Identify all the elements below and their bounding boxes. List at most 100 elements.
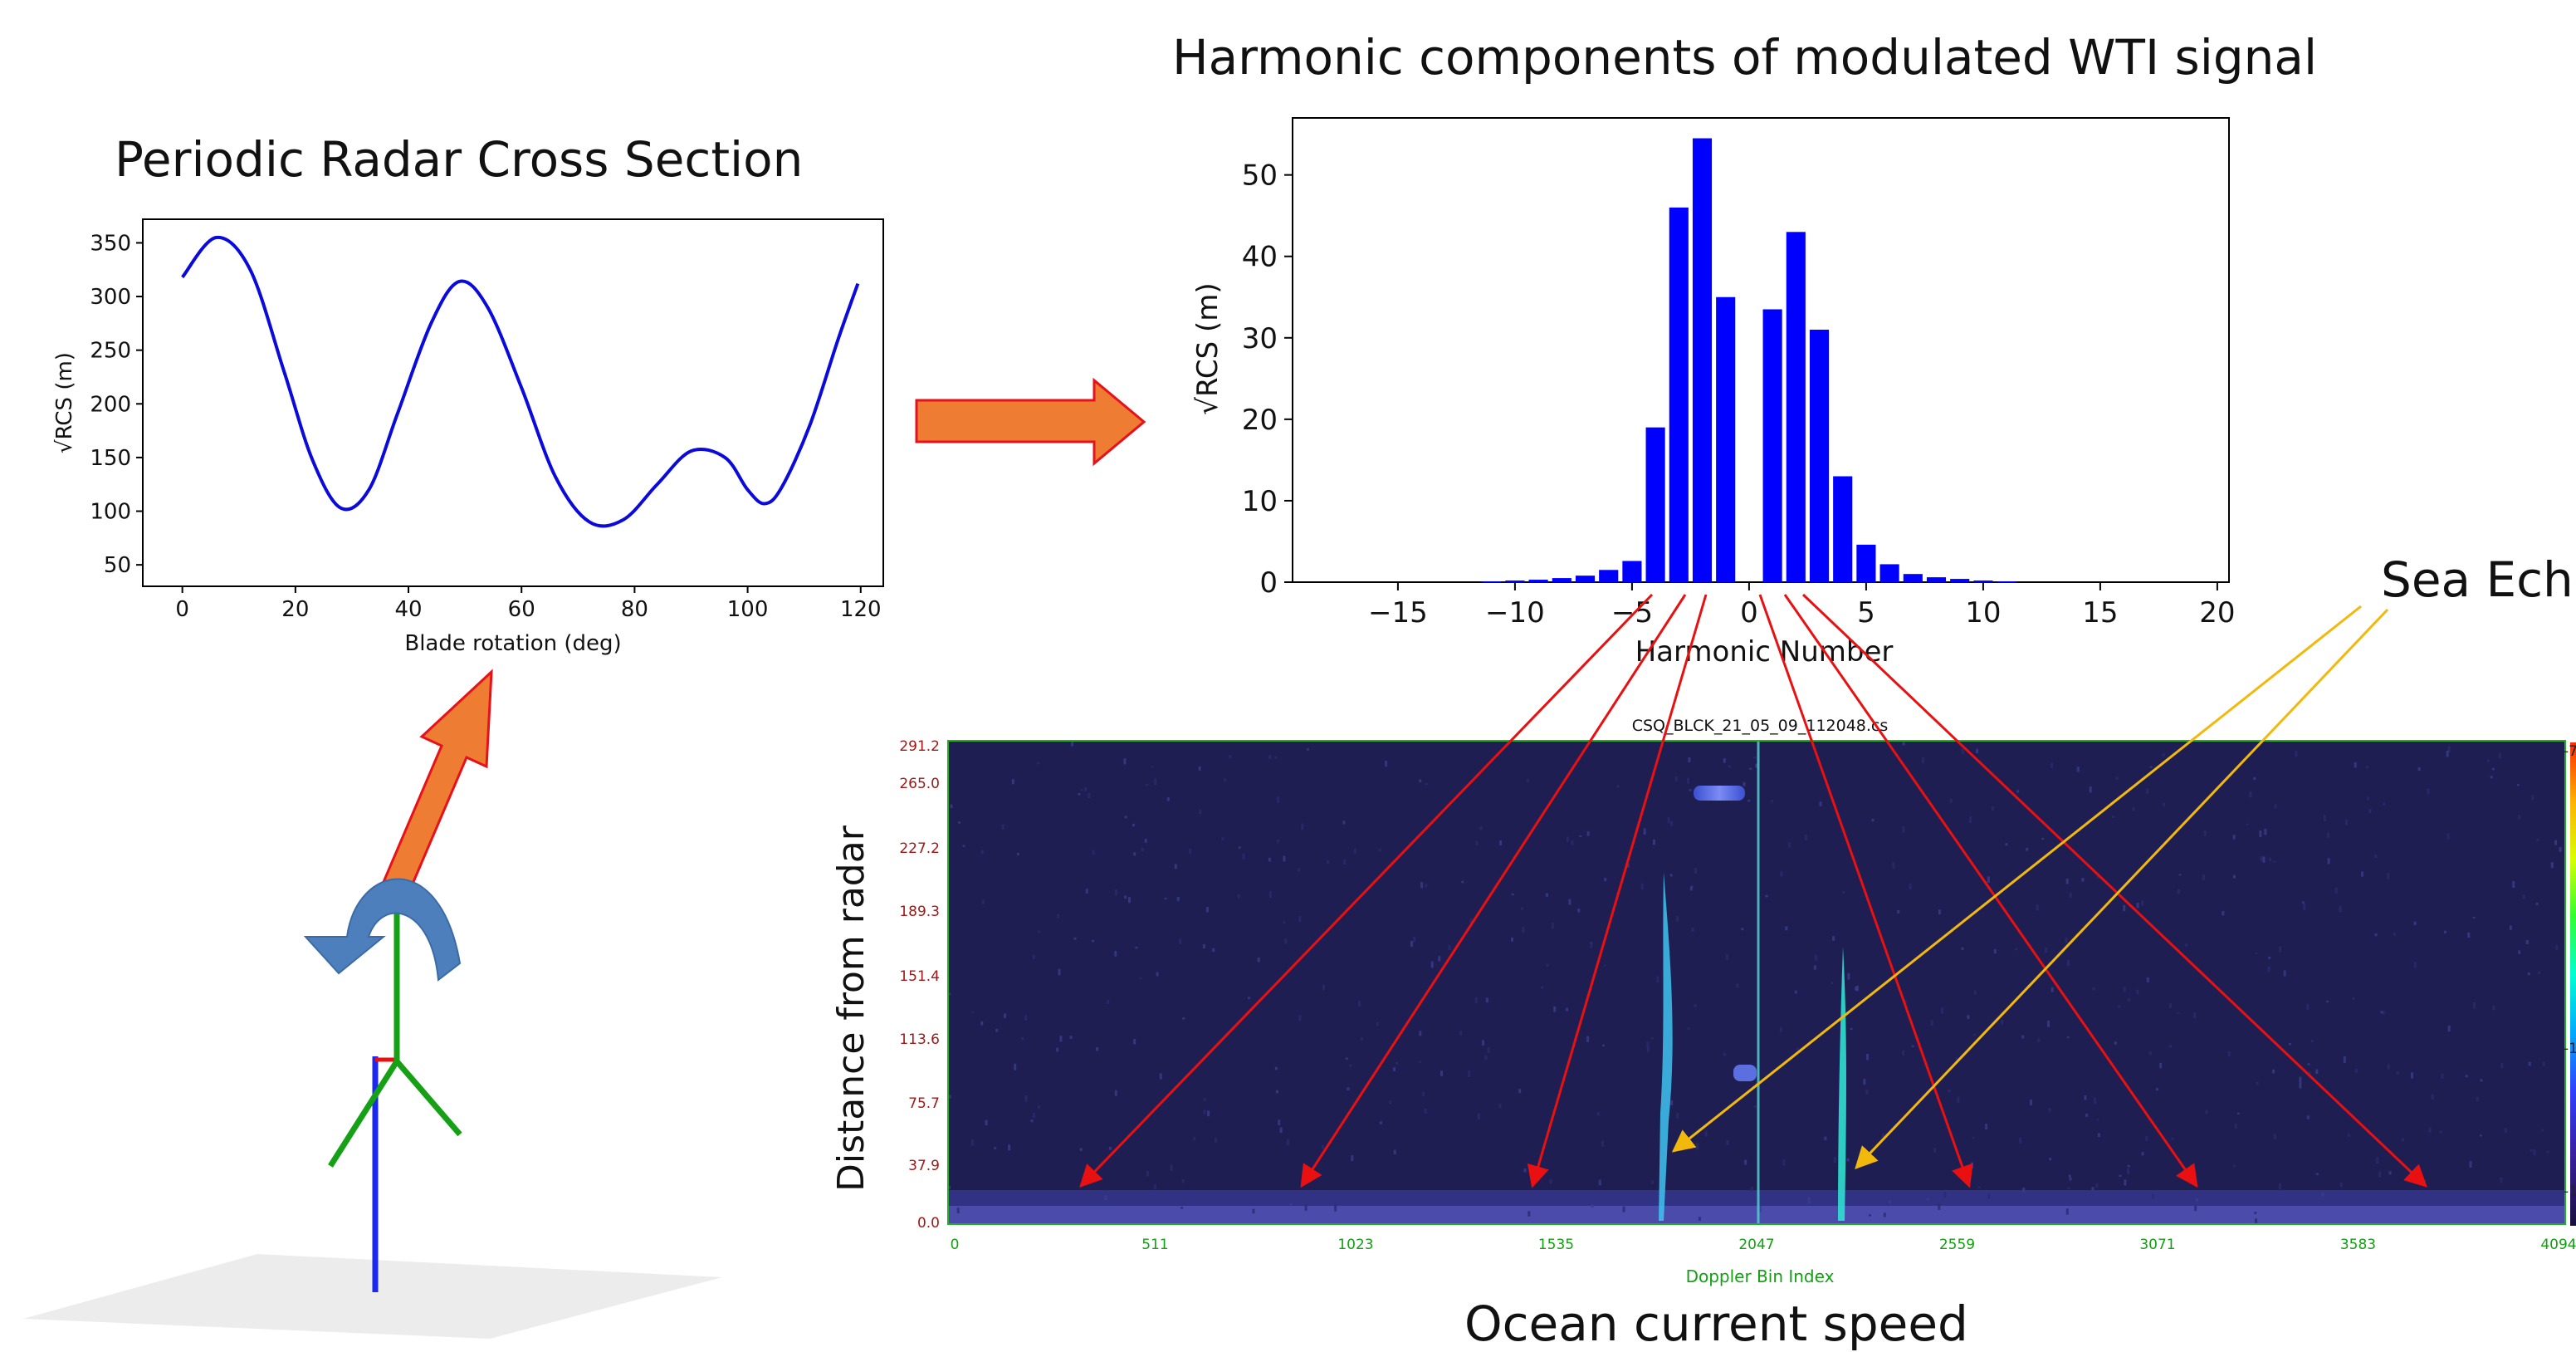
- heatmap-noise-speck: [2542, 1061, 2545, 1067]
- heatmap-noise-speck: [1545, 893, 1548, 897]
- heatmap-noise-speck: [957, 821, 961, 824]
- heatmap-noise-speck: [2118, 1005, 2121, 1008]
- heatmap-noise-speck: [2184, 943, 2187, 947]
- heatmap-noise-speck: [1410, 940, 1413, 948]
- wind-turbine-illustration: [23, 878, 722, 1339]
- heatmap-noise-speck: [1279, 1127, 1283, 1134]
- heatmap-noise-speck: [1430, 961, 1434, 968]
- heatmap-x-tick-label: 1535: [1538, 1237, 1574, 1253]
- heatmap-noise-speck: [2124, 1179, 2127, 1186]
- heatmap-noise-speck: [1957, 1096, 1960, 1103]
- heatmap-noise-speck: [1353, 848, 1356, 854]
- heatmap-noise-speck: [1526, 779, 1529, 783]
- heatmap-noise-speck: [2486, 759, 2490, 762]
- heatmap-x-tick-label: 2559: [1939, 1237, 1975, 1253]
- heatmap-noise-speck: [1459, 1031, 1463, 1036]
- rcs-x-tick-label: 60: [508, 597, 535, 622]
- heatmap-noise-speck: [2327, 858, 2330, 865]
- rcs-y-tick-label: 200: [90, 392, 131, 417]
- heatmap-noise-speck: [2019, 1137, 2022, 1144]
- heatmap-noise-speck: [1322, 985, 1326, 991]
- heatmap-y-tick-label: 37.9: [908, 1158, 940, 1174]
- heatmap-noise-speck: [1674, 776, 1678, 781]
- heatmap-noise-speck: [1686, 777, 1689, 784]
- heatmap-noise-speck: [2546, 1150, 2549, 1154]
- heatmap-noise-speck: [2527, 972, 2530, 976]
- heatmap-noise-speck: [2067, 959, 2070, 967]
- heatmap-noise-speck: [1694, 1004, 1697, 1007]
- heatmap-noise-speck: [2089, 786, 2092, 793]
- heatmap-noise-speck: [1987, 1193, 1991, 1199]
- heatmap-noise-speck: [1084, 787, 1088, 791]
- heatmap-noise-speck: [1847, 972, 1850, 980]
- heatmap-noise-speck: [2326, 1000, 2329, 1002]
- rcs-x-tick-label: 80: [621, 597, 648, 622]
- heatmap-noise-speck: [1846, 1158, 1850, 1162]
- heatmap-noise-speck: [2522, 894, 2525, 899]
- heatmap-noise-speck: [1247, 997, 1250, 1000]
- heatmap-noise-speck: [1425, 884, 1428, 888]
- heatmap-noise-speck: [2065, 879, 2069, 884]
- heatmap-noise-speck: [1656, 976, 1659, 983]
- heatmap-noise-speck: [1522, 927, 1525, 933]
- heatmap-noise-speck: [2428, 1127, 2432, 1133]
- heatmap-noise-speck: [971, 1011, 975, 1013]
- heatmap-noise-speck: [1088, 792, 1091, 799]
- heatmap-noise-speck: [2323, 814, 2326, 821]
- red-arrow-2: [1300, 594, 1687, 1188]
- heatmap-noise-speck: [1586, 1036, 1590, 1042]
- heatmap-noise-speck: [1888, 1200, 1891, 1204]
- heatmap-noise-speck: [2148, 1051, 2152, 1056]
- heatmap-noise-speck: [2136, 989, 2139, 995]
- heatmap-noise-speck: [1425, 782, 1428, 786]
- harmonic-bar: [1528, 580, 1548, 582]
- heatmap-noise-speck: [1179, 938, 1182, 944]
- heatmap-noise-speck: [1813, 965, 1816, 970]
- heatmap-small-blob: [1733, 1065, 1757, 1081]
- harmonic-y-axis-label: √RCS (m): [1191, 282, 1224, 414]
- heatmap-noise-speck: [2114, 1041, 2117, 1045]
- heatmap-noise-speck: [2315, 1069, 2319, 1075]
- heatmap-noise-speck: [1842, 890, 1845, 894]
- heatmap-noise-speck: [1941, 1007, 1944, 1014]
- heatmap-noise-speck: [1037, 1105, 1040, 1110]
- heatmap-noise-speck: [1347, 1087, 1350, 1091]
- heatmap-noise-speck: [1902, 742, 1905, 746]
- rcs-y-tick-label: 300: [90, 285, 131, 310]
- harmonic-y-tick-label: 30: [1242, 322, 1278, 355]
- heatmap-noise-speck: [1268, 755, 1272, 760]
- heatmap-noise-speck: [2193, 1012, 2197, 1019]
- heatmap-noise-speck: [1342, 821, 1346, 825]
- heatmap-noise-speck: [1622, 1206, 1625, 1212]
- colorbar-label: -13: [2564, 1041, 2576, 1057]
- heatmap-noise-speck: [2303, 903, 2306, 910]
- heatmap-noise-speck: [2347, 1134, 2350, 1137]
- heatmap-noise-speck: [2374, 933, 2378, 937]
- heatmap-noise-speck: [2509, 925, 2512, 930]
- heatmap-noise-speck: [1024, 1095, 1028, 1102]
- harmonic-bar: [1809, 329, 1830, 582]
- heatmap-noise-speck: [1902, 826, 1905, 833]
- heatmap-noise-speck: [2262, 856, 2266, 863]
- heatmap-noise-speck: [2041, 837, 2045, 840]
- heatmap-noise-speck: [1306, 748, 1309, 751]
- heatmap-noise-speck: [1498, 1104, 1502, 1108]
- heatmap-noise-speck: [2533, 1149, 2536, 1156]
- heatmap-noise-speck: [2037, 1038, 2041, 1042]
- heatmap-noise-speck: [1850, 1027, 1853, 1030]
- heatmap-noise-speck: [2516, 784, 2520, 786]
- sea-echo-streak-left: [1659, 872, 1673, 1221]
- rcs-y-tick-label: 250: [90, 339, 131, 364]
- heatmap-noise-speck: [1037, 762, 1040, 765]
- heatmap-noise-speck: [950, 804, 953, 809]
- heatmap-noise-speck: [2278, 1183, 2281, 1190]
- heatmap-noise-speck: [2500, 1177, 2503, 1183]
- heatmap-noise-speck: [1577, 909, 1581, 913]
- heatmap-noise-speck: [1676, 916, 1679, 922]
- rcs-x-tick-label: 40: [394, 597, 422, 622]
- heatmap-noise-speck: [2195, 1198, 2198, 1203]
- heatmap-noise-speck: [1670, 821, 1674, 826]
- heatmap-noise-speck: [1301, 823, 1304, 830]
- heatmap-noise-speck: [2005, 843, 2008, 846]
- harmonic-y-tick-label: 10: [1242, 485, 1278, 518]
